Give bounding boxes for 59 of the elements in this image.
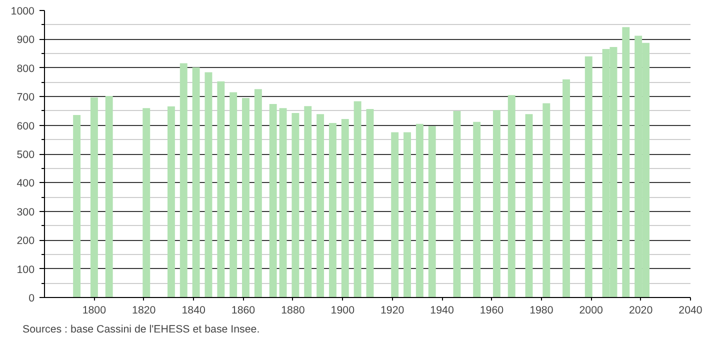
bar — [584, 56, 592, 298]
bar — [562, 79, 570, 298]
y-tick-label: 100 — [16, 264, 35, 276]
bar — [254, 89, 262, 298]
bar — [328, 123, 336, 298]
bar — [453, 110, 461, 298]
bar — [204, 72, 212, 298]
x-tick-label: 1920 — [380, 304, 404, 316]
bar — [279, 108, 287, 298]
bar — [428, 126, 436, 298]
bar — [167, 106, 175, 298]
y-tick-label: 900 — [16, 34, 35, 46]
bar — [341, 118, 349, 298]
x-tick-label: 1800 — [82, 304, 106, 316]
y-tick-label: 800 — [16, 62, 35, 75]
x-tick-label: 1860 — [231, 304, 256, 316]
bar — [217, 81, 225, 298]
y-tick-label: 1000 — [10, 6, 35, 18]
x-tick-label: 2040 — [678, 304, 702, 316]
x-tick-label: 1960 — [480, 304, 504, 316]
bar — [354, 101, 362, 298]
y-tick-label: 400 — [16, 178, 35, 190]
x-tick-label: 2000 — [579, 304, 604, 316]
y-tick-label: 300 — [16, 206, 35, 218]
bar — [292, 112, 300, 298]
x-tick-label: 1900 — [330, 304, 355, 316]
bar — [622, 27, 630, 298]
bar — [492, 110, 500, 298]
bar — [404, 132, 411, 298]
bar — [105, 96, 113, 298]
bar — [230, 92, 238, 298]
y-tick-label: 700 — [16, 92, 35, 104]
bar — [366, 108, 374, 298]
bar — [525, 114, 533, 298]
bar — [192, 67, 200, 298]
x-tick-label: 2020 — [628, 304, 653, 316]
bar — [73, 114, 81, 298]
bar — [90, 97, 98, 298]
bar — [242, 98, 250, 298]
x-tick-label: 1980 — [530, 304, 554, 316]
bar — [391, 132, 399, 298]
y-tick-label: 600 — [16, 120, 35, 132]
source-note: Sources : base Cassini de l'EHESS et base Insee. — [22, 324, 260, 336]
bar — [316, 114, 324, 298]
y-tick-label: 200 — [16, 235, 35, 248]
x-tick-label: 1840 — [182, 304, 206, 316]
bar — [416, 124, 424, 298]
y-tick-label: 500 — [16, 149, 35, 161]
bar — [180, 63, 188, 298]
bar — [473, 122, 481, 298]
x-tick-label: 1880 — [281, 304, 305, 316]
bar — [142, 108, 150, 298]
bar — [269, 104, 277, 298]
bar — [542, 103, 550, 298]
bar — [304, 106, 312, 298]
bar — [508, 95, 516, 298]
y-tick-label: 0 — [28, 292, 35, 304]
x-tick-label: 1820 — [132, 304, 156, 316]
x-tick-label: 1940 — [430, 304, 454, 316]
